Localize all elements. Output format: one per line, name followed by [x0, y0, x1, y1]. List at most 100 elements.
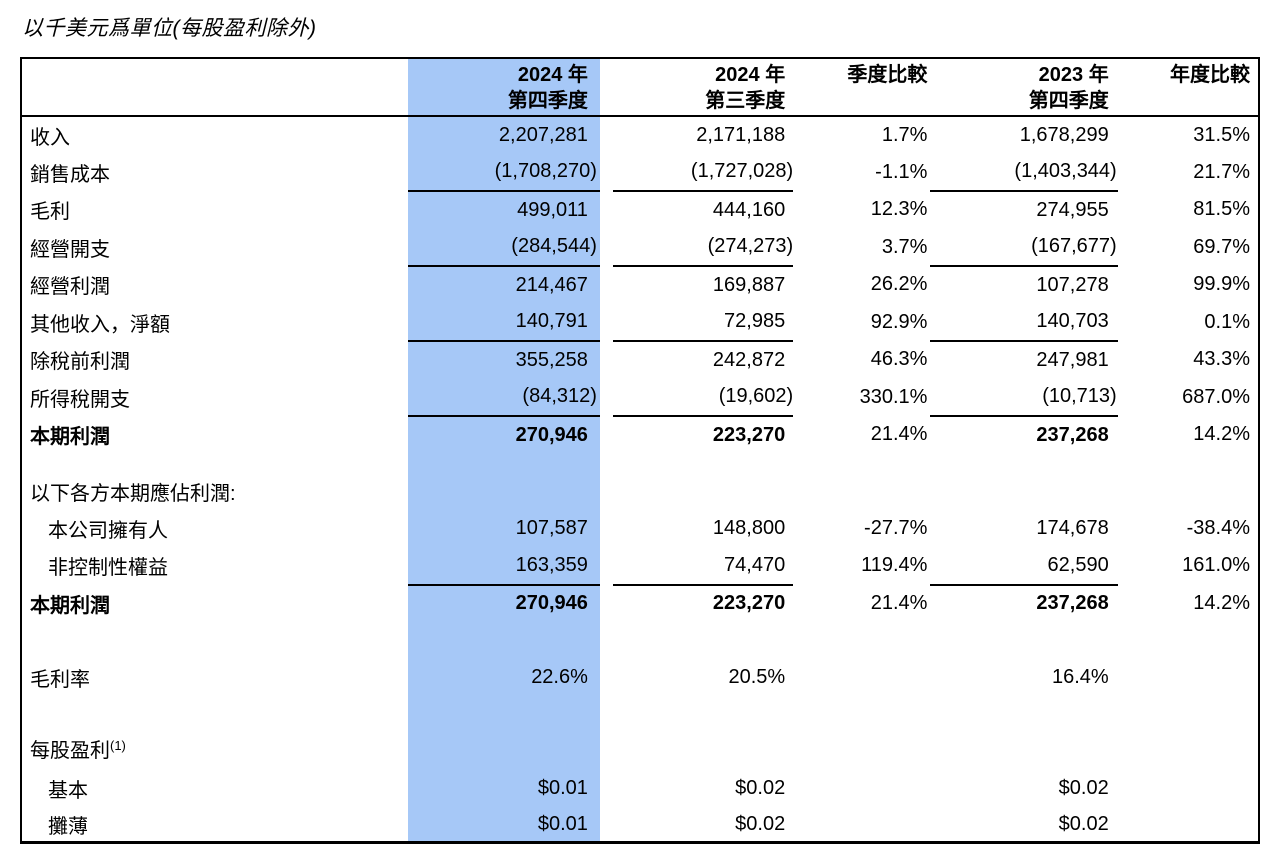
value-q4-2023: 62,590	[930, 547, 1118, 586]
value-yoy: 69.7%	[1193, 235, 1250, 258]
value-yoy: 99.9%	[1193, 273, 1250, 296]
value-qoq: 26.2%	[870, 273, 928, 296]
header-row: 2024 年 第四季度 2024 年 第三季度 季度比較 2023 年 第四季度…	[21, 58, 1259, 117]
row-label: 本公司擁有人	[48, 519, 168, 542]
value-q4-2023: 274,955	[1036, 198, 1109, 221]
row-label: 以下各方本期應佔利潤:	[30, 482, 236, 505]
eps-label: 每股盈利	[30, 739, 110, 762]
value-q3-2024: 223,270	[712, 592, 786, 615]
value-yoy	[1118, 808, 1259, 842]
income-statement-table: 2024 年 第四季度 2024 年 第三季度 季度比較 2023 年 第四季度…	[20, 57, 1260, 844]
value-yoy: 687.0%	[1182, 385, 1250, 408]
value-q3-2024: 74,470	[612, 547, 794, 586]
row-label: 攤薄	[48, 815, 88, 838]
value-q4-2023: 237,268	[1036, 423, 1109, 446]
value-q4-2024: (1,708,270)	[407, 153, 600, 192]
value-qoq: 119.4%	[861, 554, 928, 577]
value-yoy: 31.5%	[1193, 123, 1250, 146]
value-q4-2024: 355,258	[407, 341, 600, 379]
value-q4-2024: 22.6%	[407, 659, 600, 696]
table-row-attributable-heading: 以下各方本期應佔利潤:	[21, 472, 1259, 510]
row-label: 其他收入，淨額	[30, 313, 170, 336]
value-qoq: 330.1%	[859, 385, 928, 408]
value-yoy	[1118, 768, 1259, 808]
row-label: 毛利率	[30, 669, 90, 691]
value-yoy	[1118, 659, 1259, 696]
table-row-owners-of-company: 本公司擁有人 107,587 148,800 -27.7% 174,678 -3…	[21, 509, 1259, 547]
value-q3-2024: $0.02	[735, 812, 786, 835]
value-qoq: -1.1%	[875, 160, 928, 183]
value-qoq	[793, 768, 930, 808]
header-qoq: 季度比較	[793, 58, 931, 117]
header-q4-2023: 2023 年 第四季度	[930, 58, 1118, 117]
value-q4-2024: 2,207,281	[407, 116, 600, 154]
value-yoy: 21.7%	[1193, 160, 1250, 183]
value-qoq: 1.7%	[881, 123, 928, 146]
table-row-operating-expenses: 經營開支 (284,544) (274,273) 3.7% (167,677) …	[21, 228, 1259, 267]
row-label: 所得稅開支	[30, 388, 130, 411]
header-q4-2024-line1: 2024 年	[517, 64, 588, 86]
row-label: 收入	[30, 126, 70, 149]
value-q3-2024: 444,160	[712, 198, 786, 221]
value-q4-2024: 107,587	[407, 509, 600, 547]
spacer-row	[21, 696, 1259, 728]
value-q4-2024: $0.01	[407, 808, 600, 842]
value-q3-2024: (19,602)	[612, 378, 794, 417]
value-q4-2024: (84,312)	[407, 378, 600, 417]
footnote-marker: (1)	[110, 737, 126, 753]
header-q3-2024-line1: 2024 年	[715, 64, 786, 86]
value-q4-2023: 16.4%	[1052, 666, 1109, 688]
header-empty	[21, 58, 408, 117]
value-q4-2024: $0.01	[407, 768, 600, 808]
value-q4-2023: 174,678	[1036, 516, 1109, 539]
table-row-other-income-net: 其他收入，淨額 140,791 72,985 92.9% 140,703 0.1…	[21, 303, 1259, 342]
value-q3-2024: (274,273)	[612, 228, 794, 267]
table-row-gross-profit: 毛利 499,011 444,160 12.3% 274,955 81.5%	[21, 191, 1259, 229]
header-q4-2023-line1: 2023 年	[1038, 64, 1109, 86]
header-q4-2024-line2: 第四季度	[507, 90, 588, 112]
value-qoq	[793, 659, 930, 696]
value-qoq: 21.4%	[870, 591, 928, 614]
value-yoy: 81.5%	[1193, 198, 1250, 221]
value-yoy: 0.1%	[1204, 310, 1250, 333]
table-row-eps-diluted: 攤薄 $0.01 $0.02 $0.02	[21, 808, 1259, 842]
value-yoy: 161.0%	[1182, 554, 1250, 577]
value-q3-2024: $0.02	[735, 776, 786, 799]
value-q3-2024: 72,985	[612, 303, 794, 342]
value-q3-2024: 20.5%	[728, 666, 786, 688]
value-q3-2024: 242,872	[712, 348, 786, 371]
table-row-profit-before-tax: 除稅前利潤 355,258 242,872 46.3% 247,981 43.3…	[21, 341, 1259, 379]
header-q4-2023-line2: 第四季度	[1028, 90, 1109, 112]
value-qoq: 92.9%	[870, 310, 928, 333]
table-row-revenue: 收入 2,207,281 2,171,188 1.7% 1,678,299 31…	[21, 116, 1259, 154]
table-row-eps-heading: 每股盈利(1)	[21, 728, 1259, 768]
units-note: 以千美元爲單位(每股盈利除外)	[22, 17, 317, 40]
value-q4-2023: 107,278	[1036, 273, 1109, 296]
value-yoy: 14.2%	[1193, 591, 1250, 614]
table-row-income-tax-expense: 所得稅開支 (84,312) (19,602) 330.1% (10,713) …	[21, 378, 1259, 417]
row-label: 基本	[48, 779, 88, 802]
table-row-profit-for-period: 本期利潤 270,946 223,270 21.4% 237,268 14.2%	[21, 416, 1259, 454]
value-qoq: 46.3%	[870, 348, 928, 371]
table-row-eps-basic: 基本 $0.01 $0.02 $0.02	[21, 768, 1259, 808]
value-q3-2024: 2,171,188	[696, 123, 786, 146]
row-label: 非控制性權益	[48, 557, 168, 580]
value-q3-2024: 148,800	[712, 516, 786, 539]
row-label: 每股盈利(1)	[21, 728, 408, 768]
value-q4-2024: 214,467	[407, 266, 600, 304]
value-q4-2024: 270,946	[407, 584, 600, 622]
value-q4-2023: (10,713)	[930, 378, 1118, 417]
header-q4-2024: 2024 年 第四季度	[407, 58, 600, 117]
value-q4-2023: $0.02	[1058, 776, 1109, 799]
value-q4-2024: 270,946	[407, 416, 600, 454]
value-q3-2024: (1,727,028)	[612, 153, 794, 192]
table-row-cost-of-sales: 銷售成本 (1,708,270) (1,727,028) -1.1% (1,40…	[21, 153, 1259, 192]
value-q4-2023: (167,677)	[930, 228, 1118, 267]
value-q4-2023: 237,268	[1036, 592, 1109, 615]
header-q3-2024-line2: 第三季度	[705, 90, 786, 112]
value-q4-2023: $0.02	[1058, 812, 1109, 835]
row-label: 經營開支	[30, 238, 110, 261]
value-q4-2024: 140,791	[407, 303, 600, 342]
value-yoy: -38.4%	[1186, 516, 1250, 539]
